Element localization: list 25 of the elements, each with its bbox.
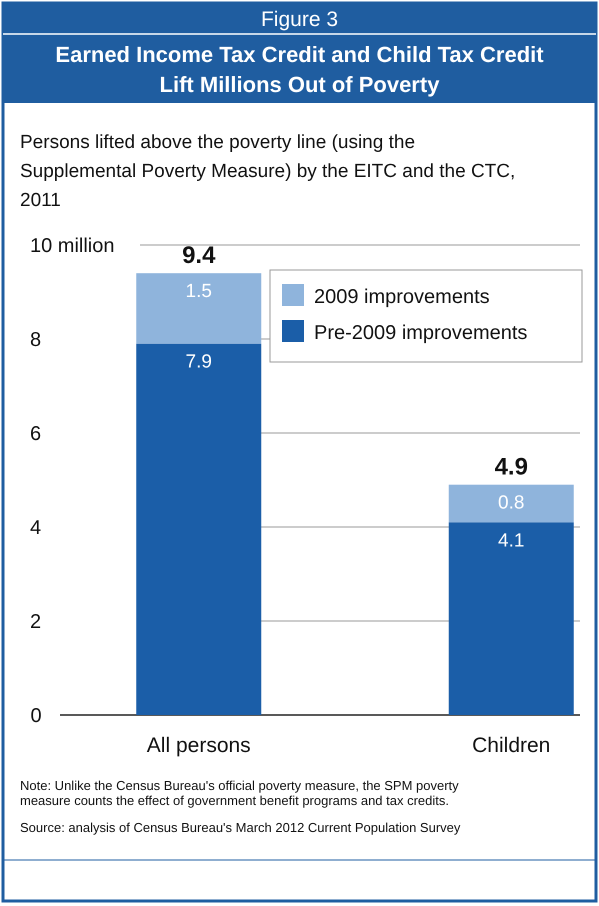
text: Note: Unlike the Census Bureau's official poverty measure, the SPM poverty measure counts the effect of government benefit programs and tax credits.: [20, 778, 460, 808]
y-tick-label: 4: [30, 517, 42, 539]
data-label: 1.5: [186, 281, 212, 302]
legend-label: 2009 improvements: [314, 286, 490, 308]
x-tick-label: All persons: [146, 734, 251, 757]
chart-subtitle: Persons lifted above the poverty line (using the Supplemental Poverty Measure) by the EITC and the CTC, 2011: [20, 132, 516, 211]
bar: [136, 273, 262, 344]
y-tick-label: 0: [30, 705, 42, 727]
data-label: 0.8: [498, 492, 524, 514]
data-label: 4.1: [498, 530, 524, 552]
source-note: Source: analysis of Census Bureau's March 2012 Current Population Survey: [20, 820, 461, 835]
chart-title: Earned Income Tax Credit and Child Tax Credit Lift Millions Out of Poverty: [55, 42, 544, 97]
legend-label: Pre-2009 improvements: [314, 322, 528, 344]
total-label: 4.9: [494, 454, 528, 481]
y-tick-label: 8: [30, 329, 42, 351]
data-label: 7.9: [186, 352, 212, 373]
y-tick-label: 6: [30, 423, 42, 445]
y-tick-label: 2: [30, 611, 42, 633]
y-tick-label: 10 million: [30, 235, 114, 257]
x-tick-label: Children: [472, 734, 550, 757]
bar: [448, 522, 574, 715]
bar: [448, 484, 574, 522]
caption: Figure 3: [260, 8, 338, 31]
total-label: 9.4: [182, 242, 216, 270]
bar: [136, 344, 262, 715]
